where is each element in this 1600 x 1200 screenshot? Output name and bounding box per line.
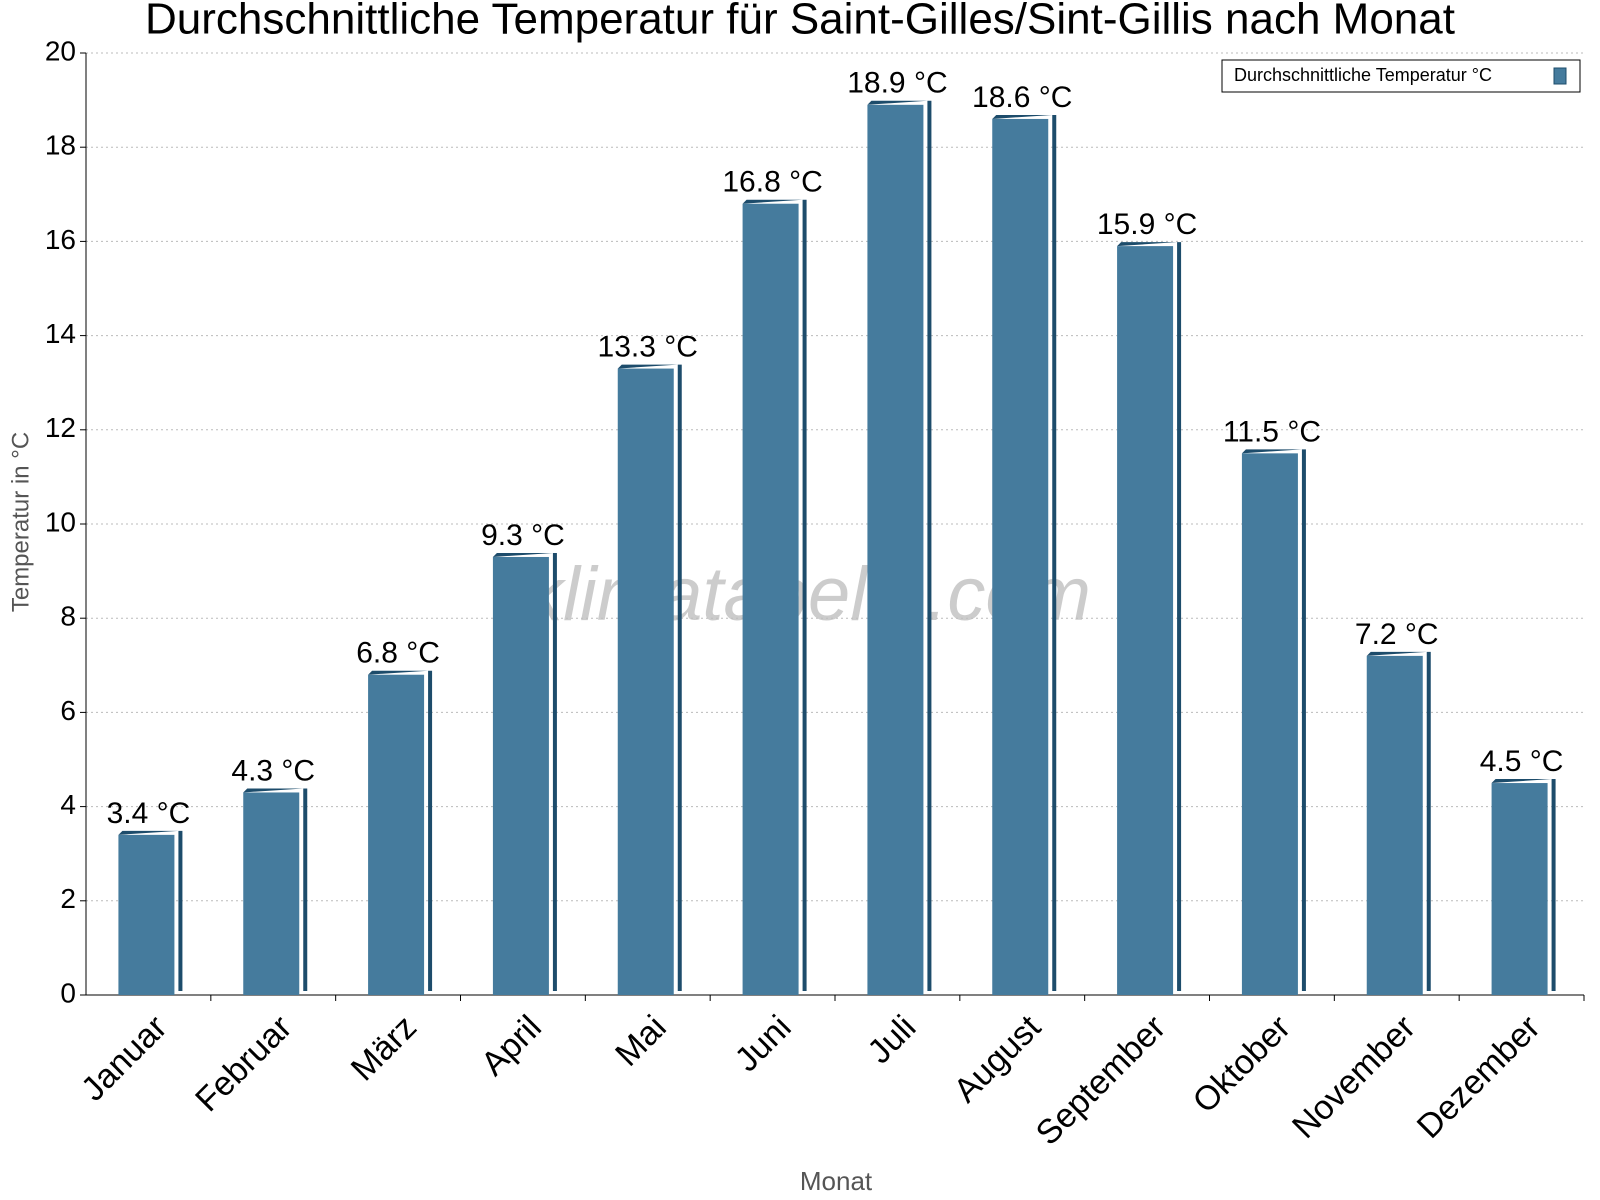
value-label: 11.5 °C bbox=[1223, 415, 1321, 448]
bar bbox=[243, 792, 300, 995]
x-tick-label: Mai bbox=[608, 1008, 674, 1074]
bar bbox=[617, 368, 674, 995]
value-label: 13.3 °C bbox=[598, 330, 698, 363]
x-tick-label: Juli bbox=[860, 1008, 923, 1071]
y-tick-label: 12 bbox=[45, 412, 76, 443]
x-tick-label: November bbox=[1285, 1008, 1423, 1146]
bar bbox=[118, 834, 175, 995]
bar bbox=[492, 556, 549, 995]
value-label: 16.8 °C bbox=[722, 166, 822, 199]
x-tick-label: September bbox=[1029, 1008, 1173, 1152]
y-tick-label: 20 bbox=[45, 35, 76, 66]
value-label: 15.9 °C bbox=[1097, 208, 1197, 241]
bar bbox=[1491, 783, 1548, 995]
bar bbox=[992, 118, 1049, 995]
x-tick-label: März bbox=[344, 1008, 424, 1088]
y-tick-label: 0 bbox=[60, 977, 76, 1008]
value-label: 4.5 °C bbox=[1480, 745, 1564, 778]
y-tick-label: 6 bbox=[60, 695, 76, 726]
x-tick-label: Dezember bbox=[1410, 1008, 1548, 1146]
x-axis-label: Monat bbox=[800, 1166, 873, 1196]
y-tick-label: 4 bbox=[60, 789, 76, 820]
value-label: 18.6 °C bbox=[972, 81, 1072, 114]
value-label: 6.8 °C bbox=[356, 637, 440, 670]
bar bbox=[1241, 453, 1298, 996]
bar bbox=[742, 203, 799, 996]
value-label: 7.2 °C bbox=[1355, 618, 1439, 651]
chart-title: Durchschnittliche Temperatur für Saint-G… bbox=[145, 0, 1455, 44]
bar bbox=[867, 104, 924, 995]
y-tick-label: 16 bbox=[45, 224, 76, 255]
y-axis-label: Temperatur in °C bbox=[7, 432, 34, 612]
value-label: 18.9 °C bbox=[847, 67, 947, 100]
legend-label: Durchschnittliche Temperatur °C bbox=[1234, 65, 1492, 85]
y-tick-label: 2 bbox=[60, 883, 76, 914]
value-label: 3.4 °C bbox=[107, 797, 191, 830]
bar bbox=[1117, 246, 1174, 996]
value-label: 9.3 °C bbox=[481, 519, 565, 552]
y-tick-label: 14 bbox=[45, 318, 76, 349]
x-tick-label: Januar bbox=[74, 1008, 174, 1108]
x-tick-label: April bbox=[474, 1008, 549, 1083]
y-tick-label: 8 bbox=[60, 601, 76, 632]
y-tick-label: 18 bbox=[45, 130, 76, 161]
x-tick-label: August bbox=[947, 1008, 1049, 1110]
bar bbox=[368, 674, 425, 995]
x-tick-label: Oktober bbox=[1186, 1008, 1298, 1120]
y-tick-label: 10 bbox=[45, 506, 76, 537]
value-label: 4.3 °C bbox=[231, 754, 315, 787]
legend-box bbox=[1221, 59, 1581, 93]
x-tick-label: Juni bbox=[728, 1008, 799, 1079]
legend-swatch bbox=[1553, 67, 1567, 85]
x-tick-label: Februar bbox=[188, 1008, 299, 1119]
bar bbox=[1366, 655, 1423, 995]
